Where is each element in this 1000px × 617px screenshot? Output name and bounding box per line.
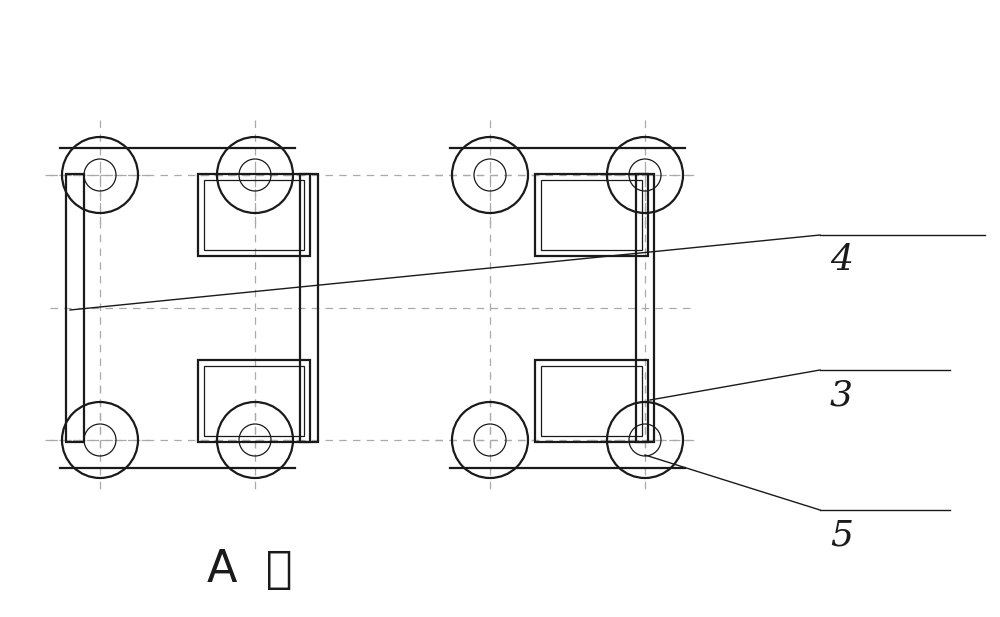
Bar <box>541 366 642 436</box>
Text: 3: 3 <box>830 378 853 412</box>
Bar <box>541 180 642 250</box>
Bar <box>535 360 648 442</box>
Text: 4: 4 <box>830 243 853 277</box>
Bar <box>300 174 318 442</box>
Bar <box>66 174 84 442</box>
Bar <box>204 180 304 250</box>
Bar <box>198 174 310 256</box>
Bar <box>198 360 310 442</box>
Text: 5: 5 <box>830 518 853 552</box>
Bar <box>204 366 304 436</box>
Bar <box>636 174 654 442</box>
Text: A  向: A 向 <box>207 549 293 592</box>
Bar <box>535 174 648 256</box>
